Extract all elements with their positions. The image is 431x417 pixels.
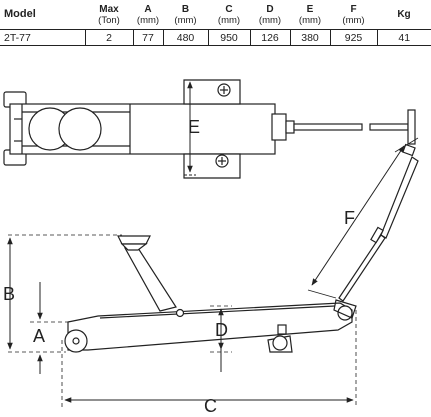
cell-c: 950 — [207, 29, 250, 46]
dimension-e — [184, 79, 196, 176]
dimension-label-a: A — [33, 326, 45, 346]
side-lift-arm — [123, 247, 177, 312]
top-handle-shaft — [293, 123, 363, 131]
cell-f: 925 — [329, 29, 377, 46]
dimension-label-c: C — [204, 396, 217, 416]
dimension-label-b: B — [3, 284, 15, 304]
side-handle — [338, 234, 386, 302]
col-header-f: F (mm) — [342, 3, 365, 26]
cell-a: 77 — [132, 29, 163, 46]
top-handle-grip — [407, 109, 416, 145]
side-view — [64, 143, 419, 353]
cell-d: 126 — [249, 29, 290, 46]
cell-kg: 41 — [376, 29, 431, 46]
col-header-a: A (mm) — [136, 3, 160, 26]
col-header-kg: Kg — [397, 9, 411, 20]
col-header-d: D (mm) — [258, 3, 282, 26]
col-header-max: Max (Ton) — [98, 3, 120, 26]
col-header-c: C (mm) — [217, 3, 241, 26]
col-header-model: Model — [4, 8, 36, 20]
cell-b: 480 — [162, 29, 208, 46]
side-chassis — [67, 302, 353, 351]
dimension-label-d: D — [215, 320, 228, 340]
dimension-f-line — [311, 145, 405, 286]
spec-table: Model Max (Ton) A (mm) B (mm) C (mm) D (mm) E… — [0, 0, 431, 46]
top-rear-caster-bottom — [183, 153, 241, 179]
table-row: 2T-77 2 77 480 950 126 380 925 41 — [0, 29, 431, 46]
table-header-row: Model Max (Ton) A (mm) B (mm) C (mm) D (mm) E… — [0, 0, 431, 30]
dimension-label-f: F — [344, 208, 355, 228]
col-header-b: B (mm) — [174, 3, 197, 26]
cell-e: 380 — [289, 29, 330, 46]
top-rear-caster-top — [183, 79, 241, 105]
dimension-label-e: E — [188, 117, 200, 137]
col-header-e: E (mm) — [298, 3, 322, 26]
top-saddle-right — [58, 107, 102, 151]
top-pump-block — [271, 113, 287, 141]
cell-model: 2T-77 — [0, 29, 85, 46]
top-handle-shaft-end — [369, 123, 409, 131]
cell-max: 2 — [84, 29, 133, 46]
top-view — [3, 79, 416, 179]
